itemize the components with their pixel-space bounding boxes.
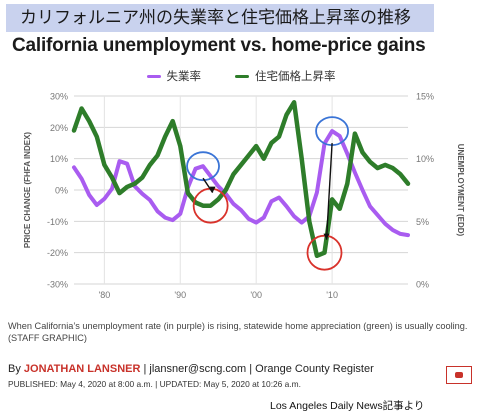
legend-item-unemployment: 失業率 [146, 67, 202, 85]
annotation-arrowhead [323, 233, 330, 240]
x-tick-label: '10 [326, 290, 338, 300]
annotation-arrowhead [209, 186, 216, 193]
y-right-axis-title: UNEMPLOYMENT (EDD) [456, 144, 465, 237]
comment-button[interactable] [446, 366, 472, 384]
x-tick-label: '90 [174, 290, 186, 300]
y-left-tick-label: 0% [55, 186, 68, 196]
legend-label-unemployment: 失業率 [166, 71, 202, 83]
y-left-tick-label: 20% [50, 123, 68, 133]
jp-title-banner: カリフォルニア州の失業率と住宅価格上昇率の推移 [6, 4, 434, 32]
axis-layer: 30% 20% 10% 0% -10% -20% -30% 15% 10% 5% 0% '80 '90 '… [23, 92, 465, 301]
publish-dates: PUBLISHED: May 4, 2020 at 8:00 a.m. | UP… [8, 379, 301, 389]
author-link[interactable]: JONATHAN LANSNER [23, 363, 141, 375]
chart-title: California unemployment vs. home-price g… [12, 35, 426, 56]
y-left-tick-label: -30% [47, 280, 68, 290]
legend-swatch-price [235, 74, 249, 78]
series-line-unemployment [72, 129, 410, 238]
y-right-tick-label: 0% [416, 280, 429, 290]
byline: By JONATHAN LANSNER | jlansner@scng.com … [8, 363, 438, 375]
legend-item-price: 住宅価格上昇率 [235, 67, 336, 85]
series-line-price [71, 100, 411, 259]
comment-icon [455, 372, 463, 378]
figure-caption: When California’s unemployment rate (in … [8, 321, 468, 343]
source-note: Los Angeles Daily News記事より [270, 400, 425, 412]
y-left-tick-label: -20% [47, 248, 68, 258]
chart-legend: 失業率 住宅価格上昇率 [0, 67, 482, 85]
y-left-tick-label: 30% [50, 92, 68, 102]
annotation-arrow [202, 177, 214, 194]
grid-layer [74, 95, 408, 285]
y-left-tick-label: 10% [50, 154, 68, 164]
annotation-arrow [325, 143, 333, 240]
y-left-axis-title: PRICE CHANGE (FHFA INDEX) [23, 132, 32, 248]
series-layer [71, 100, 411, 259]
legend-label-price: 住宅価格上昇率 [255, 71, 336, 83]
annotation-layer [186, 116, 349, 271]
y-right-tick-label: 5% [416, 217, 429, 227]
byline-prefix: By [8, 363, 24, 375]
byline-rest: | jlansner@scng.com | Orange County Regi… [140, 363, 374, 375]
x-tick-label: '80 [98, 290, 110, 300]
y-right-tick-label: 10% [416, 154, 434, 164]
x-tick-label: '00 [250, 290, 262, 300]
y-left-tick-label: -10% [47, 217, 68, 227]
legend-swatch-unemployment [146, 74, 161, 78]
y-right-tick-label: 15% [416, 92, 434, 102]
chart-plot: 30% 20% 10% 0% -10% -20% -30% 15% 10% 5% 0% '80 '90 '… [23, 92, 465, 301]
annotation-blue-circle [186, 151, 220, 182]
